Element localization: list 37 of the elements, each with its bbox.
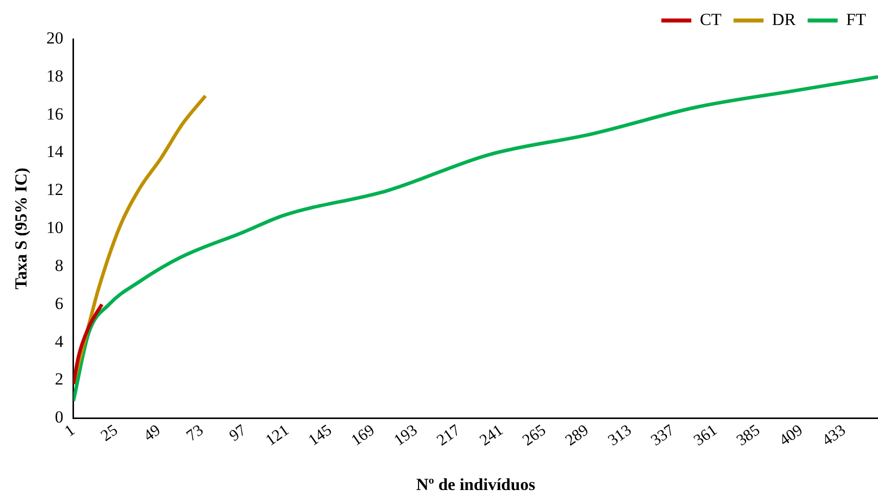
y-tick-label: 0 <box>54 408 64 427</box>
legend-label: CT <box>700 10 722 29</box>
x-tick-label: 169 <box>348 422 378 450</box>
legend-label: FT <box>846 10 867 29</box>
line-series <box>73 302 104 386</box>
y-tick-label: 14 <box>46 142 64 162</box>
x-tick-label: 337 <box>648 422 678 450</box>
y-tick-label: 20 <box>46 28 64 48</box>
x-tick-label: 97 <box>226 422 250 445</box>
y-tick-label: 18 <box>46 66 64 86</box>
x-tick-label: 409 <box>776 422 806 450</box>
y-tick-label: 6 <box>54 294 64 313</box>
x-tick-label: 433 <box>819 422 849 450</box>
x-tick-label: 217 <box>434 422 464 450</box>
y-tick-label: 10 <box>46 218 64 238</box>
x-tick-label: 313 <box>605 422 635 450</box>
x-tick-label: 49 <box>140 422 164 445</box>
legend-label: DR <box>772 10 796 29</box>
x-tick-label: 1 <box>62 422 78 440</box>
y-tick-label: 2 <box>54 370 64 389</box>
y-tick-label: 16 <box>46 104 64 124</box>
x-tick-label: 193 <box>391 422 421 450</box>
x-tick-label: 73 <box>184 422 207 445</box>
x-axis-title: Nº de indivíduos <box>416 475 536 494</box>
y-tick-label: 4 <box>54 332 64 351</box>
y-tick-label: 8 <box>54 256 64 275</box>
x-tick-label: 385 <box>734 422 764 450</box>
x-tick-label: 241 <box>476 422 506 450</box>
x-tick-label: 121 <box>262 422 292 450</box>
x-tick-label: 265 <box>520 422 550 450</box>
x-tick-label: 145 <box>306 422 336 450</box>
x-tick-label: 289 <box>562 422 592 450</box>
x-tick-label: 25 <box>98 422 121 445</box>
y-axis-title: Taxa S (95% IC) <box>12 168 31 290</box>
x-tick-label: 361 <box>690 422 720 450</box>
y-tick-label: 12 <box>46 180 64 200</box>
line-series <box>73 75 878 403</box>
